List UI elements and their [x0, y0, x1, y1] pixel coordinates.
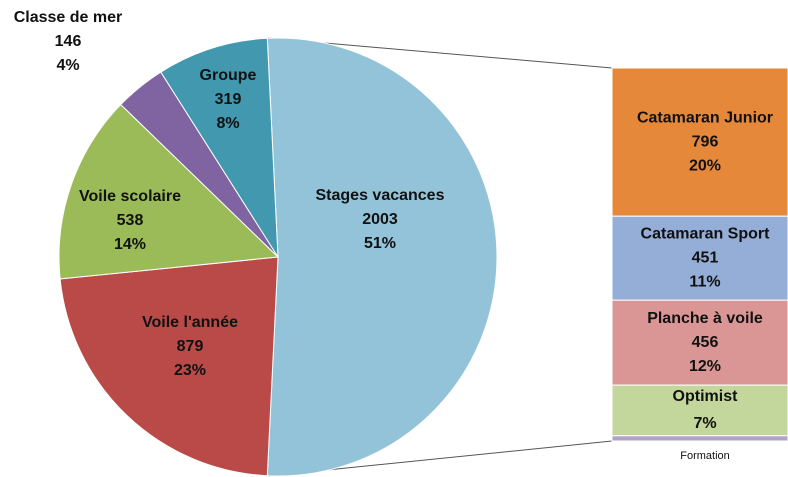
slice-value: 538 [117, 212, 144, 229]
slice-label: Stages vacances [316, 187, 445, 204]
slice-value: 146 [55, 33, 82, 50]
slice-value: 319 [215, 91, 242, 108]
slice-share: 8% [216, 115, 239, 132]
segment-label: Catamaran Junior [637, 109, 773, 126]
pie-slice [60, 257, 278, 476]
slice-value: 2003 [362, 211, 398, 228]
segment-share: 12% [689, 358, 721, 375]
slice-share: 23% [174, 362, 206, 379]
slice-share: 14% [114, 236, 146, 253]
segment-label: Catamaran Sport [641, 225, 771, 242]
segment-value: 796 [692, 133, 719, 150]
slice-label: Groupe [200, 67, 257, 84]
pie-slice [267, 38, 497, 476]
slice-share: 51% [364, 235, 396, 252]
segment-value: 456 [692, 334, 719, 351]
segment-label: Planche à voile [647, 310, 763, 327]
segment-share: 11% [689, 273, 720, 290]
segment-label: Formation [680, 450, 730, 462]
chart: Stages vacances 2003 51% Voile l'année 879 23… [0, 0, 788, 477]
segment-label: Optimist [673, 388, 739, 405]
slice-label: Classe de mer [14, 9, 123, 26]
slice-value: 879 [177, 338, 204, 355]
bar-segment [612, 436, 788, 441]
segment-share: 20% [689, 157, 721, 174]
slice-label: Voile l'année [142, 314, 238, 331]
slice-label: Voile scolaire [79, 188, 181, 205]
segment-value: 451 [692, 249, 719, 266]
segment-share: 7% [693, 415, 716, 432]
slice-share: 4% [56, 57, 79, 74]
